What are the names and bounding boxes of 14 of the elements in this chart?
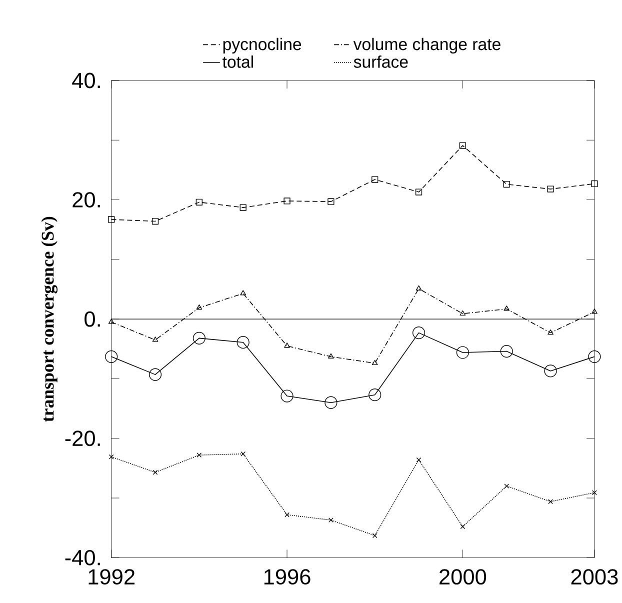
x-tick-label: 2000 [440, 568, 486, 584]
x-tick-label: 2003 [571, 568, 618, 584]
x-tick-label: 1992 [88, 568, 134, 584]
y-tick-label: -40. [65, 550, 100, 566]
legend-label: volume change rate [353, 38, 500, 54]
legend-label: pycnocline [223, 38, 302, 54]
y-tick-label: -20. [65, 430, 100, 446]
y-tick-label: 40. [72, 72, 100, 88]
legend-label: surface [354, 55, 408, 68]
y-axis-title: transport convergence (Sv) [41, 216, 58, 422]
y-tick-label: 0. [84, 311, 100, 327]
x-tick-label: 1996 [264, 568, 310, 584]
legend-label: total [222, 55, 253, 68]
y-tick-label: 20. [72, 192, 100, 208]
